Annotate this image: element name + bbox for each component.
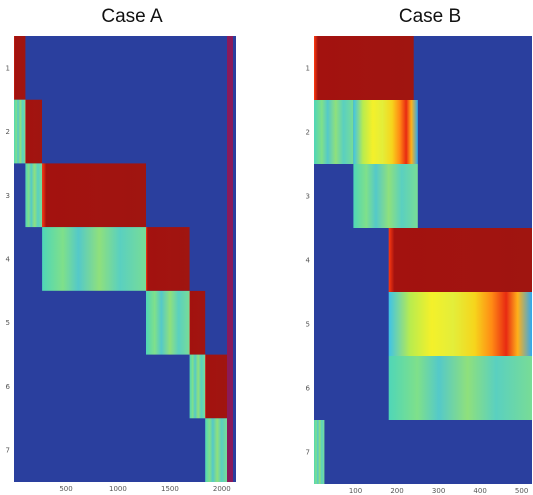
panel-a-x-tick-1000: 1000 bbox=[109, 485, 127, 493]
panel-b-x-tick-400: 400 bbox=[473, 487, 486, 495]
panel-a-y-tick-3: 3 bbox=[6, 192, 10, 200]
panel-b-x-tick-100: 100 bbox=[349, 487, 362, 495]
panel-a-block-12 bbox=[205, 418, 227, 482]
panel-b-y-tick-6: 6 bbox=[306, 385, 311, 393]
panel-a-block-3 bbox=[25, 99, 42, 164]
panel-a-title: Case A bbox=[101, 6, 163, 27]
panel-a-x-ticks: 500 1000 1500 2000 bbox=[59, 485, 230, 493]
panel-b-block-1 bbox=[314, 36, 414, 100]
panel-b-y-tick-7: 7 bbox=[306, 449, 310, 457]
panel-a-right-edge-strip bbox=[227, 36, 233, 482]
panel-b-x-tick-300: 300 bbox=[432, 487, 445, 495]
panel-a-block-5 bbox=[42, 163, 146, 228]
panel-a-y-tick-2: 2 bbox=[6, 128, 10, 136]
panel-a-y-tick-7: 7 bbox=[6, 447, 10, 455]
panel-a-block-7 bbox=[146, 227, 190, 291]
panel-b-block-5 bbox=[388, 228, 532, 292]
panel-b-x-tick-200: 200 bbox=[390, 487, 403, 495]
panel-a-y-tick-1: 1 bbox=[6, 64, 10, 72]
panel-a-block-4 bbox=[25, 163, 42, 228]
panel-b-block-7 bbox=[388, 356, 532, 420]
panel-b-x-ticks: 100 200 300 400 500 bbox=[349, 487, 528, 495]
panel-b-y-tick-2: 2 bbox=[306, 129, 310, 137]
panel-b-title: Case B bbox=[399, 6, 461, 27]
panel-b-y-tick-4: 4 bbox=[306, 257, 311, 265]
panel-a-y-ticks: 1 2 3 4 5 6 7 bbox=[6, 64, 11, 454]
panel-a-block-9 bbox=[189, 290, 206, 355]
panel-a-y-tick-4: 4 bbox=[6, 256, 11, 264]
panel-b-y-ticks: 1 2 3 4 5 6 7 bbox=[306, 65, 311, 457]
panel-b-block-2 bbox=[314, 100, 354, 164]
panel-b-y-tick-3: 3 bbox=[306, 193, 310, 201]
panel-a-block-8 bbox=[146, 290, 190, 355]
panel-b-block-6 bbox=[388, 292, 532, 356]
panel-a-x-tick-2000: 2000 bbox=[213, 485, 231, 493]
panel-a-block-11 bbox=[205, 354, 227, 419]
panel-a-y-tick-6: 6 bbox=[6, 383, 11, 391]
panel-case-b: Case B 1 2 3 4 5 6 7 100 200 300 400 500 bbox=[306, 6, 532, 495]
panel-a-block-2 bbox=[14, 99, 26, 164]
panel-a-block-6 bbox=[42, 227, 146, 291]
panel-b-blocks bbox=[314, 36, 532, 484]
panel-a-y-tick-5: 5 bbox=[6, 319, 10, 327]
panel-a-block-10 bbox=[189, 354, 206, 419]
panel-b-block-4 bbox=[353, 164, 418, 228]
panel-a-block-1 bbox=[14, 36, 26, 100]
panel-b-y-tick-1: 1 bbox=[306, 65, 310, 73]
panel-b-x-tick-500: 500 bbox=[515, 487, 528, 495]
panel-case-a: Case A 1 2 3 4 5 6 7 500 1000 1500 2000 bbox=[6, 6, 236, 493]
panel-a-x-tick-500: 500 bbox=[59, 485, 72, 493]
panel-a-x-tick-1500: 1500 bbox=[161, 485, 179, 493]
panel-b-y-tick-5: 5 bbox=[306, 321, 310, 329]
panel-b-block-3 bbox=[353, 100, 418, 164]
panel-a-blocks bbox=[14, 36, 227, 482]
panel-b-block-8 bbox=[314, 420, 325, 484]
